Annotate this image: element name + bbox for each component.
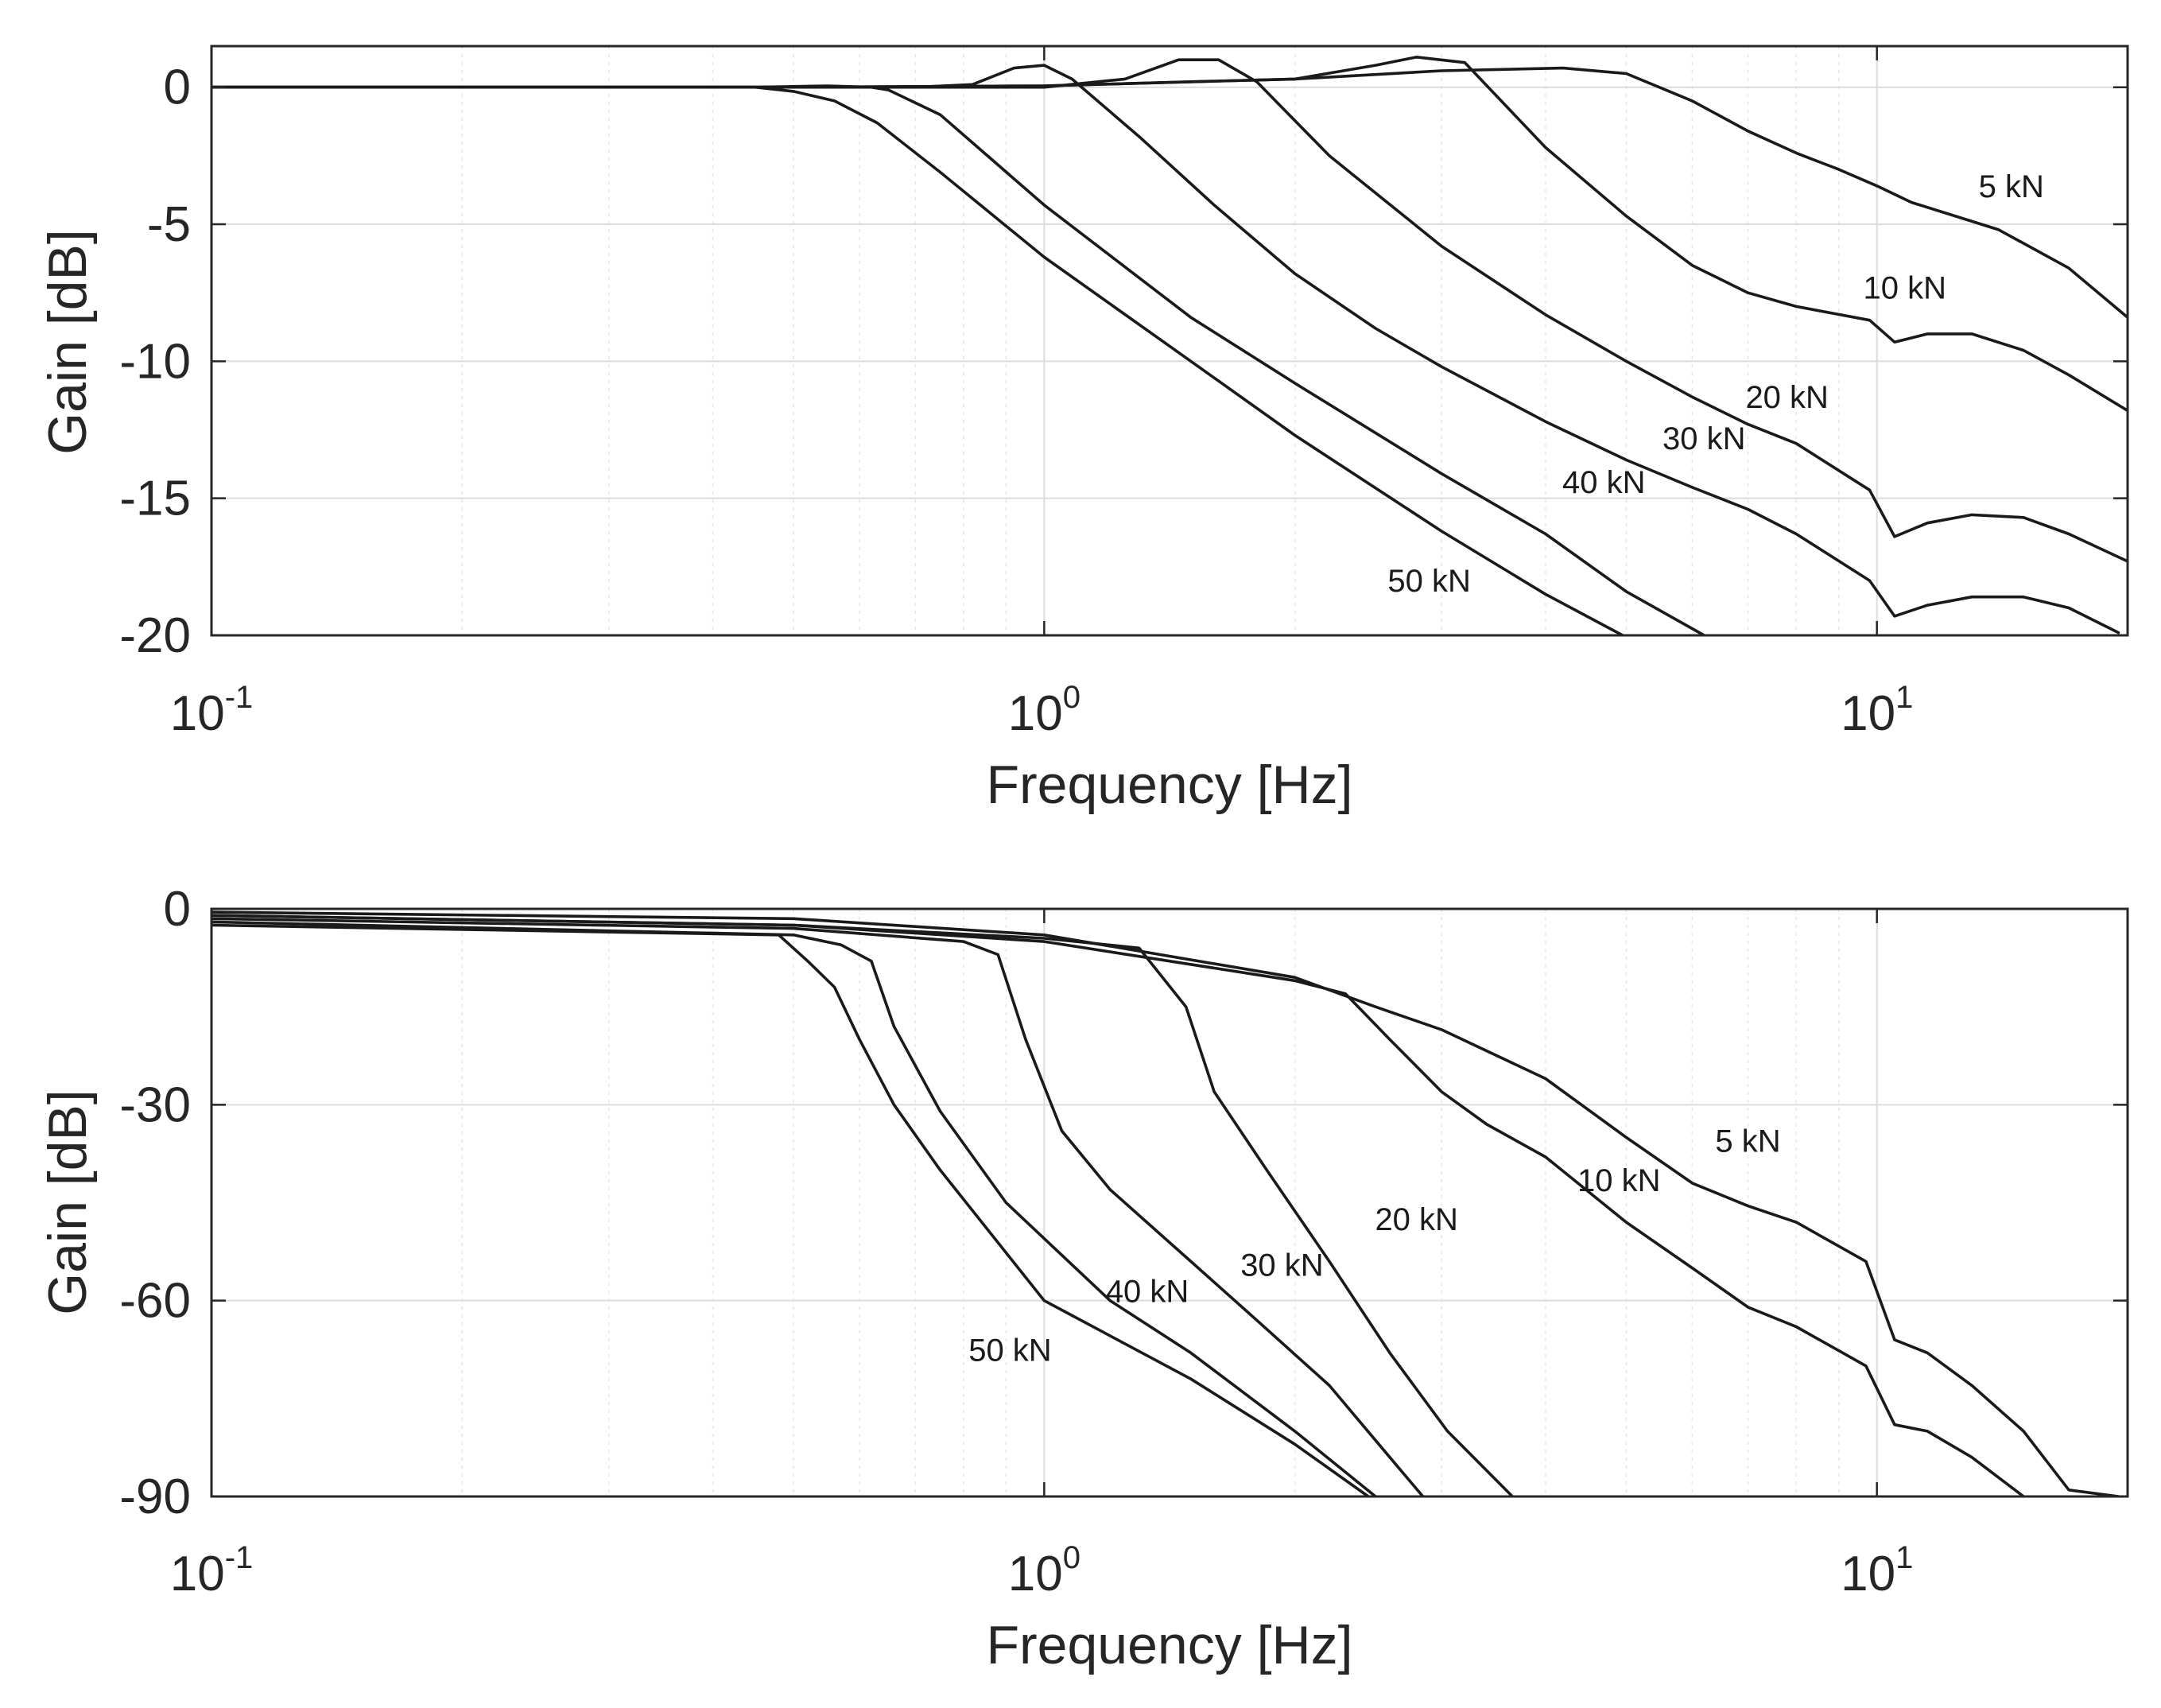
y-axis-label-bottom: Gain [dB]	[37, 1089, 98, 1315]
curve-label-5-kn: 5 kN	[1715, 1124, 1780, 1159]
y-tick-label: -20	[119, 608, 191, 663]
x-tick-label: 10-1	[170, 1540, 254, 1601]
y-tick-label: 0	[164, 60, 191, 115]
curves-bottom	[211, 910, 2120, 1496]
axes-box-bottom	[210, 907, 2129, 1498]
curves-top	[211, 56, 2128, 635]
gain-plot-top: 0 -5 -10 -15 -20 10-1 100 101 5 kN 10 kN 20 kN 30…	[37, 45, 2129, 815]
curve-label-10-kn: 10 kN	[1577, 1163, 1661, 1198]
axes-box-top	[210, 45, 2129, 637]
series-line-20-kn	[211, 914, 1515, 1496]
y-axis-label-top: Gain [dB]	[37, 229, 98, 455]
x-tick-label: 10-1	[170, 680, 254, 741]
series-line-5-kn	[211, 910, 2120, 1496]
x-tick-label: 101	[1841, 680, 1913, 741]
y-tick-label: -5	[147, 197, 191, 252]
gain-plot-bottom: 0 -30 -60 -90 10-1 100 101 5 kN 10 kN 20 kN 30 k…	[37, 882, 2129, 1675]
series-line-5-kn	[211, 66, 2128, 320]
curve-label-5-kn: 5 kN	[1979, 169, 2044, 204]
x-ticks-bottom: 10-1 100 101	[170, 909, 1913, 1601]
y-tick-label: -60	[119, 1274, 191, 1329]
series-line-20-kn	[211, 58, 2128, 563]
y-tick-label: -10	[119, 334, 191, 389]
x-axis-label-bottom: Frequency [Hz]	[986, 1615, 1352, 1675]
curve-label-30-kn: 30 kN	[1662, 421, 1746, 456]
series-line-50-kn	[211, 923, 1370, 1496]
y-ticks-top: 0 -5 -10 -15 -20	[119, 60, 2128, 663]
y-tick-label: -15	[119, 472, 191, 526]
y-tick-label: -90	[119, 1469, 191, 1524]
grid-top	[211, 46, 2128, 636]
curve-labels-top: 5 kN 10 kN 20 kN 30 kN 40 kN 50 kN	[1387, 169, 2043, 599]
y-tick-label: -30	[119, 1077, 191, 1132]
series-line-40-kn	[211, 84, 1706, 635]
series-line-30-kn	[211, 917, 1425, 1496]
x-ticks-top: 10-1 100 101	[170, 46, 1913, 741]
x-axis-label-top: Frequency [Hz]	[986, 755, 1352, 815]
curve-label-20-kn: 20 kN	[1375, 1202, 1458, 1237]
x-tick-label: 101	[1841, 1540, 1913, 1601]
series-line-40-kn	[211, 920, 1377, 1496]
curve-labels-bottom: 5 kN 10 kN 20 kN 30 kN 40 kN 50 kN	[968, 1124, 1780, 1368]
curve-label-50-kn: 50 kN	[1387, 564, 1471, 599]
curve-label-30-kn: 30 kN	[1240, 1248, 1324, 1283]
series-line-30-kn	[211, 64, 2120, 635]
curve-label-20-kn: 20 kN	[1745, 380, 1829, 415]
x-tick-label: 100	[1008, 680, 1080, 741]
curve-label-10-kn: 10 kN	[1863, 270, 1946, 305]
series-line-10-kn	[211, 56, 2128, 413]
y-ticks-bottom: 0 -30 -60 -90	[119, 882, 2128, 1524]
curve-label-40-kn: 40 kN	[1562, 465, 1646, 500]
y-tick-label: 0	[164, 882, 191, 937]
curve-label-40-kn: 40 kN	[1106, 1274, 1189, 1309]
x-tick-label: 100	[1008, 1540, 1080, 1601]
series-line-50-kn	[211, 85, 1624, 635]
curve-label-50-kn: 50 kN	[968, 1333, 1052, 1368]
series-line-10-kn	[211, 914, 2025, 1496]
grid-bottom	[211, 908, 2128, 1497]
